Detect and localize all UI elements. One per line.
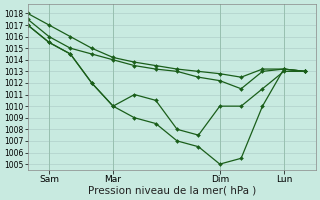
X-axis label: Pression niveau de la mer( hPa ): Pression niveau de la mer( hPa ) — [88, 186, 256, 196]
